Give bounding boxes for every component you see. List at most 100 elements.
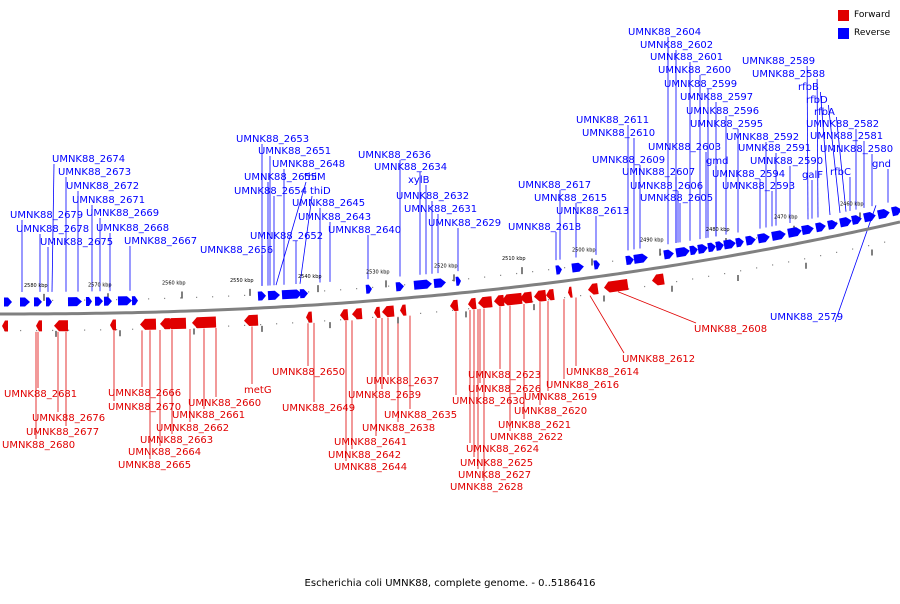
gene-arrow-shape — [494, 294, 505, 307]
guide-dot — [308, 291, 310, 293]
forward-gene-arrow — [306, 311, 313, 323]
gene-arrow-shape — [160, 318, 171, 330]
guide-dot — [292, 322, 294, 324]
reverse-gene-arrow — [771, 230, 786, 241]
genome-backbone — [0, 220, 900, 316]
guide-dot — [388, 285, 390, 287]
gene-label: UMNK88_2588 — [752, 69, 825, 80]
guide-dot — [628, 288, 630, 290]
guide-dot — [244, 294, 246, 296]
scale-label: 2530 kbp — [366, 269, 390, 275]
scale-label: 2490 kbp — [640, 238, 664, 244]
gene-label: UMNK88_2666 — [108, 388, 181, 399]
forward-gene-arrow — [166, 317, 187, 330]
gene-label: thiM — [304, 172, 326, 183]
gene-label: UMNK88_2612 — [622, 354, 695, 365]
gene-label: UMNK88_2679 — [10, 210, 83, 221]
reverse-gene-arrow — [745, 235, 756, 246]
gene-label: UMNK88_2626 — [468, 384, 541, 395]
gene-label: UMNK88_2668 — [96, 223, 169, 234]
guide-dot — [548, 299, 550, 301]
gene-label: UMNK88_2596 — [686, 106, 759, 117]
guide-dot — [260, 324, 262, 326]
gene-arrow-shape — [520, 291, 533, 304]
gene-label: UMNK88_2599 — [664, 79, 737, 90]
forward-gene-arrow — [604, 278, 629, 293]
scale-label: 2550 kbp — [230, 278, 254, 284]
guide-dot — [84, 299, 86, 301]
gene-arrow-shape — [110, 319, 117, 331]
guide-dot — [660, 253, 662, 255]
guide-dot — [372, 316, 374, 319]
gene-arrow-shape — [827, 219, 838, 230]
gene-arrow-shape — [546, 288, 555, 301]
forward-gene-arrow — [494, 294, 505, 307]
forward-gene-arrow — [54, 320, 69, 332]
gene-arrow-shape — [94, 296, 103, 306]
gene-label: UMNK88_2641 — [334, 437, 407, 448]
guide-dot — [212, 296, 214, 298]
gene-label: UMNK88_2621 — [498, 420, 571, 431]
gene-arrow-shape — [413, 279, 432, 290]
reverse-gene-arrow — [827, 219, 838, 230]
gene-label: UMNK88_2650 — [272, 367, 345, 378]
guide-dot — [228, 295, 230, 297]
gene-label: UMNK88_2672 — [66, 181, 139, 192]
gene-arrow-shape — [281, 289, 302, 300]
scale-label: 2520 kbp — [434, 263, 458, 269]
gene-arrow-shape — [787, 227, 802, 238]
guide-dot — [452, 309, 454, 311]
label-connector — [834, 205, 877, 323]
legend-item-forward: Forward — [838, 8, 900, 22]
reverse-gene-arrow — [85, 296, 92, 306]
gene-label: UMNK88_2620 — [514, 406, 587, 417]
gene-label: UMNK88_2639 — [348, 390, 421, 401]
scale-label: 2470 kbp — [774, 215, 798, 221]
gene-label: UMNK88_2618 — [508, 222, 581, 233]
forward-gene-arrow — [110, 319, 117, 331]
guide-dot — [468, 308, 470, 310]
guide-dot — [116, 328, 118, 331]
gene-arrow-shape — [468, 297, 477, 310]
gene-label: UMNK88_2609 — [592, 155, 665, 166]
forward-gene-arrow — [502, 292, 523, 306]
gene-label: rfbD — [806, 95, 828, 106]
guide-dot — [324, 290, 326, 292]
gene-label: UMNK88_2619 — [524, 392, 597, 403]
scale-label: 2510 kbp — [502, 256, 526, 262]
gene-arrow-shape — [140, 318, 157, 330]
forward-gene-arrow — [400, 304, 407, 316]
guide-dot — [276, 323, 278, 325]
gene-label: UMNK88_2613 — [556, 206, 629, 217]
guide-dot — [580, 295, 582, 297]
gene-label: UMNK88_2655 — [244, 172, 317, 183]
guide-dot — [836, 251, 838, 253]
reverse-gene-arrow — [413, 279, 432, 290]
gene-label: UMNK88_2675 — [40, 237, 113, 248]
reverse-gene-arrow — [365, 284, 372, 294]
forward-gene-arrow — [588, 283, 599, 295]
reverse-gene-arrow — [663, 249, 674, 260]
guide-dot — [772, 264, 774, 266]
gene-label: UMNK88_2605 — [640, 193, 713, 204]
gene-label: UMNK88_2601 — [650, 52, 723, 63]
gene-arrow-shape — [299, 289, 308, 299]
gene-label: UMNK88_2608 — [694, 324, 767, 335]
reverse-gene-arrow — [715, 241, 724, 251]
gene-label: UMNK88_2635 — [384, 410, 457, 421]
scale-label: 2500 kbp — [572, 247, 596, 253]
guide-dot — [20, 329, 22, 332]
gene-arrow-shape — [45, 297, 52, 307]
reverse-gene-arrow — [433, 278, 446, 288]
gene-arrow-shape — [588, 283, 599, 295]
gene-label: UMNK88_2610 — [582, 128, 655, 139]
gene-label: UMNK88_2593 — [722, 181, 795, 192]
gene-label: UMNK88_2603 — [648, 142, 721, 153]
guide-dot — [116, 298, 118, 301]
gene-label: metG — [244, 385, 272, 396]
legend-swatch-reverse — [838, 27, 849, 39]
reverse-gene-arrow — [891, 206, 900, 217]
guide-dot — [756, 267, 758, 269]
forward-gene-arrow — [244, 314, 259, 327]
